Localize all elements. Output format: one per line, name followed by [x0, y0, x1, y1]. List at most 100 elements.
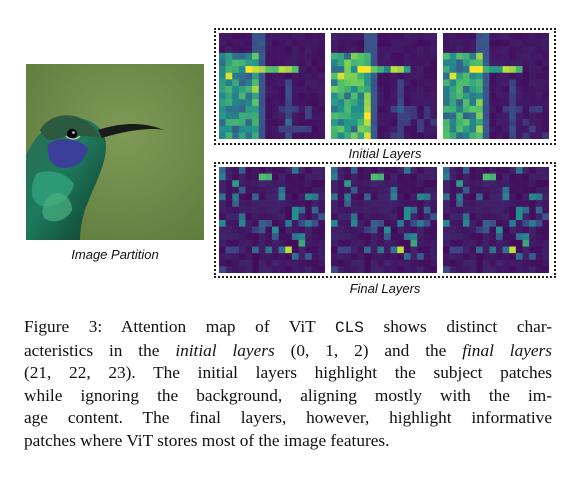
attention-cell — [357, 266, 365, 273]
attention-cell — [265, 220, 273, 227]
attention-cell — [384, 167, 391, 174]
attention-cell — [364, 220, 372, 227]
attention-cell — [370, 259, 378, 267]
attention-cell — [489, 52, 497, 60]
attention-cell — [364, 193, 372, 201]
attention-cell — [344, 186, 352, 194]
attention-cell — [331, 193, 338, 201]
attention-cell — [403, 167, 411, 174]
attention-cell — [522, 46, 530, 54]
attention-cell — [397, 213, 405, 221]
attention-cell — [350, 33, 358, 40]
attention-cell — [462, 233, 470, 241]
attention-cell — [350, 167, 358, 174]
attention-cell — [258, 200, 266, 208]
attention-cell — [384, 193, 391, 201]
attention-cell — [423, 105, 431, 113]
attention-cell — [219, 180, 226, 188]
attention-cell — [377, 99, 385, 107]
attention-cell — [364, 200, 372, 208]
attention-cell — [476, 253, 484, 261]
attention-cell — [529, 72, 537, 80]
attention-cell — [443, 266, 450, 273]
attention-cell — [278, 259, 286, 267]
attention-cell — [238, 173, 246, 181]
attention-cell — [509, 92, 517, 100]
attention-cell — [311, 173, 319, 181]
attention-cell — [245, 79, 253, 87]
attention-cell — [311, 213, 319, 221]
attention-cell — [311, 52, 319, 60]
attention-cell — [370, 226, 378, 234]
attention-cell — [482, 52, 490, 60]
attention-cell — [298, 186, 306, 194]
attention-cell — [370, 66, 378, 74]
attention-cell — [238, 259, 246, 267]
attention-cell — [291, 79, 299, 87]
attention-cell — [542, 167, 549, 174]
attention-cell — [410, 233, 418, 241]
attention-cell — [482, 239, 490, 247]
attention-cell — [449, 66, 457, 74]
attention-cell — [364, 186, 372, 194]
attention-cell — [509, 226, 517, 234]
attention-cell — [430, 173, 437, 181]
attention-cell — [482, 119, 490, 127]
attention-cell — [252, 132, 260, 139]
attention-cell — [370, 173, 378, 181]
attention-cell — [489, 66, 497, 74]
attention-cell — [344, 193, 352, 201]
attention-cell — [278, 99, 286, 107]
attention-cell — [522, 79, 530, 87]
attention-cell — [522, 33, 530, 40]
attention-cell — [370, 72, 378, 80]
attention-cell — [350, 125, 358, 133]
attention-cell — [542, 193, 549, 201]
attention-cell — [318, 193, 325, 201]
attention-cell — [265, 239, 273, 247]
attention-cell — [417, 233, 425, 241]
attention-cell — [542, 213, 549, 221]
attention-cell — [225, 173, 233, 181]
attention-cell — [219, 213, 226, 221]
attention-cell — [272, 125, 279, 133]
attention-cell — [542, 39, 549, 47]
attention-cell — [535, 173, 543, 181]
attention-cell — [417, 33, 425, 40]
attention-cell — [390, 173, 398, 181]
attention-cell — [403, 213, 411, 221]
attention-cell — [318, 66, 325, 74]
attention-cell — [331, 259, 338, 267]
attention-cell — [364, 52, 372, 60]
attention-cell — [291, 173, 299, 181]
attention-cell — [390, 266, 398, 273]
attention-cell — [430, 132, 437, 139]
attention-cell — [509, 266, 517, 273]
attention-cell — [456, 259, 464, 267]
attention-cell — [403, 193, 411, 201]
attention-cell — [449, 72, 457, 80]
attention-cell — [318, 180, 325, 188]
attention-cell — [482, 132, 490, 139]
caption-text: shows distinct char- — [363, 317, 552, 336]
attention-cell — [337, 52, 345, 60]
attention-cell — [219, 66, 226, 74]
attention-cell — [278, 213, 286, 221]
attention-cell — [337, 266, 345, 273]
attention-cell — [469, 200, 477, 208]
attention-cell — [522, 99, 530, 107]
attention-cell — [469, 193, 477, 201]
attention-cell — [443, 213, 450, 221]
attention-cell — [377, 213, 385, 221]
attention-cell — [522, 220, 530, 227]
attention-cell — [410, 206, 418, 214]
attention-cell — [298, 226, 306, 234]
attention-cell — [344, 99, 352, 107]
attention-cell — [265, 92, 273, 100]
attention-cell — [377, 246, 385, 254]
attention-cell — [291, 105, 299, 113]
attention-cell — [390, 220, 398, 227]
attention-cell — [278, 246, 286, 254]
attention-cell — [417, 66, 425, 74]
attention-cell — [390, 132, 398, 139]
